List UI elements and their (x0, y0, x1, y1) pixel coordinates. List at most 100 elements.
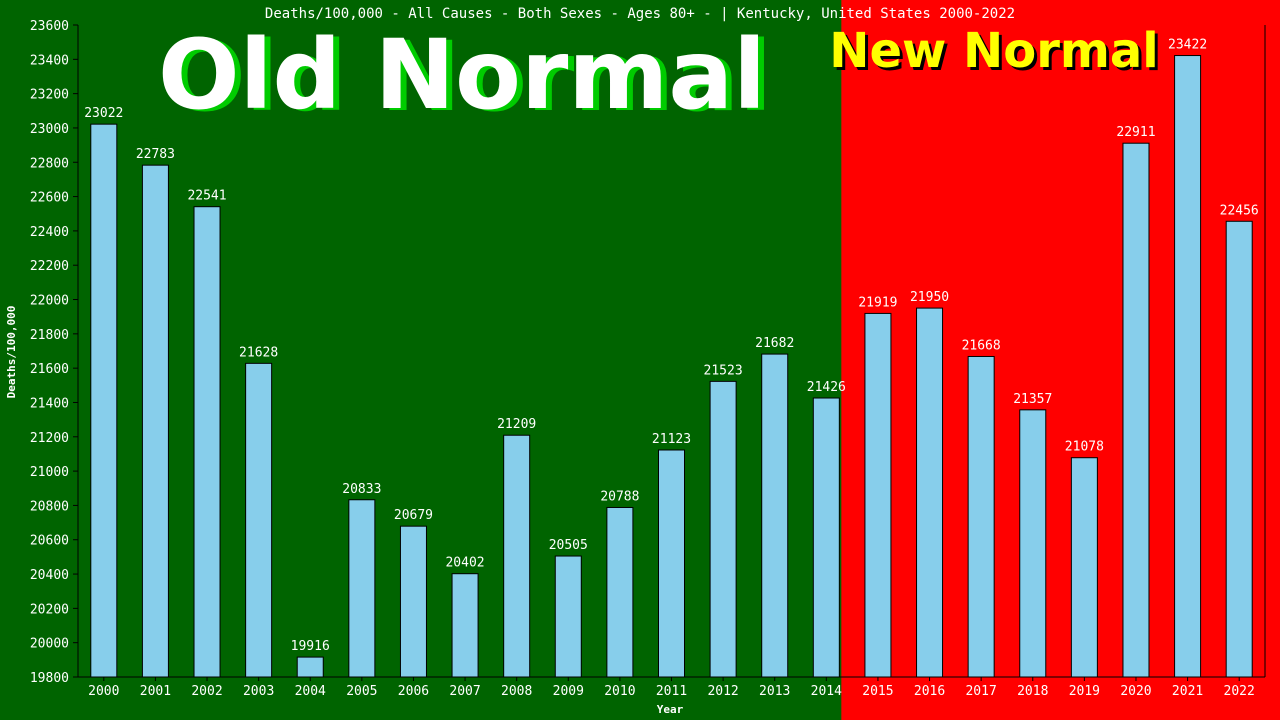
bar-2019 (1070, 457, 1098, 678)
x-tick-label-2013: 2013 (759, 684, 790, 699)
value-label-2006: 20679 (394, 508, 433, 523)
x-tick-label-2007: 2007 (449, 684, 480, 699)
bar-2015 (864, 312, 892, 678)
x-tick-label-2011: 2011 (656, 684, 687, 699)
bar-2009 (554, 555, 582, 678)
x-tick-label-2019: 2019 (1069, 684, 1100, 699)
y-tick-label-21800: 21800 (30, 328, 69, 343)
new-normal-background (841, 0, 1280, 720)
value-label-2022: 22456 (1220, 203, 1259, 218)
value-label-2010: 20788 (600, 489, 639, 504)
y-tick-label-23400: 23400 (30, 53, 69, 68)
y-tick-label-23000: 23000 (30, 122, 69, 137)
x-tick-label-2008: 2008 (501, 684, 532, 699)
value-label-2019: 21078 (1065, 440, 1104, 455)
bar-2002 (193, 206, 221, 678)
bar-2011 (658, 449, 685, 678)
x-axis-label: Year (657, 703, 684, 716)
x-tick-label-2018: 2018 (1017, 684, 1048, 699)
x-tick-label-2010: 2010 (604, 684, 635, 699)
x-tick-label-2005: 2005 (346, 684, 377, 699)
x-tick-label-2017: 2017 (965, 684, 996, 699)
y-tick-label-21400: 21400 (30, 396, 69, 411)
x-axis-ticks: 2000 2001 2002 2003 2004 2005 2006 2007 2008 2009… (88, 677, 1255, 699)
value-label-2008: 21209 (497, 417, 536, 432)
bar-2006 (399, 525, 427, 678)
y-tick-label-19800: 19800 (30, 671, 69, 686)
value-label-2003: 21628 (239, 345, 278, 360)
y-tick-label-20400: 20400 (30, 568, 69, 583)
bar-2001 (141, 164, 169, 678)
value-label-2012: 21523 (704, 363, 743, 378)
y-tick-label-21200: 21200 (30, 431, 69, 446)
x-tick-label-2002: 2002 (191, 684, 222, 699)
y-tick-label-21000: 21000 (30, 465, 69, 480)
x-tick-label-2012: 2012 (707, 684, 738, 699)
old-normal-banner-shadow: Old Normal (164, 21, 772, 133)
value-label-2000: 23022 (84, 106, 123, 121)
bar-2014 (812, 397, 840, 678)
bar-2020 (1122, 142, 1150, 678)
x-tick-label-2003: 2003 (243, 684, 274, 699)
bar-2010 (606, 506, 634, 678)
x-tick-label-2016: 2016 (914, 684, 945, 699)
x-tick-label-2015: 2015 (862, 684, 893, 699)
value-label-2011: 21123 (652, 432, 691, 447)
y-tick-label-23600: 23600 (30, 19, 69, 34)
new-normal-banner-text: New Normal (829, 23, 1158, 79)
x-tick-label-2022: 2022 (1224, 684, 1255, 699)
y-axis-label: Deaths/100,000 (5, 306, 18, 399)
y-tick-label-20600: 20600 (30, 534, 69, 549)
bar-2022 (1225, 220, 1253, 678)
value-label-2014: 21426 (807, 380, 846, 395)
bar-2008 (503, 434, 531, 678)
chart-title: Deaths/100,000 - All Causes - Both Sexes… (265, 6, 1015, 22)
bars-group (90, 55, 1253, 678)
x-tick-label-2004: 2004 (295, 684, 326, 699)
value-label-2016: 21950 (910, 290, 949, 305)
new-normal-banner: New Normal New Normal (829, 23, 1161, 82)
y-axis-ticks: 19800 20000 20200 20400 20600 20800 21000 21200… (30, 19, 78, 686)
x-tick-label-2021: 2021 (1172, 684, 1203, 699)
x-tick-label-2006: 2006 (398, 684, 429, 699)
y-tick-label-22800: 22800 (30, 156, 69, 171)
bar-2000 (90, 123, 118, 678)
y-tick-label-20200: 20200 (30, 602, 69, 617)
value-label-2007: 20402 (445, 556, 484, 571)
value-label-2018: 21357 (1013, 392, 1052, 407)
value-label-2015: 21919 (858, 295, 897, 310)
bar-2021 (1174, 55, 1202, 678)
value-label-2005: 20833 (342, 482, 381, 497)
y-tick-label-21600: 21600 (30, 362, 69, 377)
bar-2007 (451, 573, 479, 678)
bar-2004 (296, 656, 324, 678)
y-tick-label-23200: 23200 (30, 88, 69, 103)
value-label-2009: 20505 (549, 538, 588, 553)
value-label-2001: 22783 (136, 147, 175, 162)
bar-2005 (348, 499, 376, 678)
bar-2017 (967, 355, 995, 678)
y-tick-label-20000: 20000 (30, 637, 69, 652)
x-tick-label-2000: 2000 (88, 684, 119, 699)
old-normal-banner-text: Old Normal (158, 19, 766, 131)
old-normal-banner: Old Normal Old Normal (158, 19, 772, 133)
bar-2012 (709, 380, 737, 678)
value-label-2017: 21668 (962, 338, 1001, 353)
value-labels-group: 23022 22783 22541 21628 19916 20833 20679 20402… (84, 38, 1259, 655)
y-tick-label-22000: 22000 (30, 294, 69, 309)
value-label-2020: 22911 (1116, 125, 1155, 140)
x-tick-label-2009: 2009 (553, 684, 584, 699)
x-tick-label-2014: 2014 (811, 684, 842, 699)
value-label-2013: 21682 (755, 336, 794, 351)
y-tick-label-22400: 22400 (30, 225, 69, 240)
value-label-2021: 23422 (1168, 38, 1207, 53)
bar-2003 (245, 362, 273, 678)
value-label-2004: 19916 (291, 639, 330, 654)
y-tick-label-22200: 22200 (30, 259, 69, 274)
y-tick-label-20800: 20800 (30, 499, 69, 514)
y-tick-label-22600: 22600 (30, 191, 69, 206)
bar-2016 (916, 307, 944, 678)
x-tick-label-2020: 2020 (1120, 684, 1151, 699)
bar-2013 (761, 353, 789, 678)
